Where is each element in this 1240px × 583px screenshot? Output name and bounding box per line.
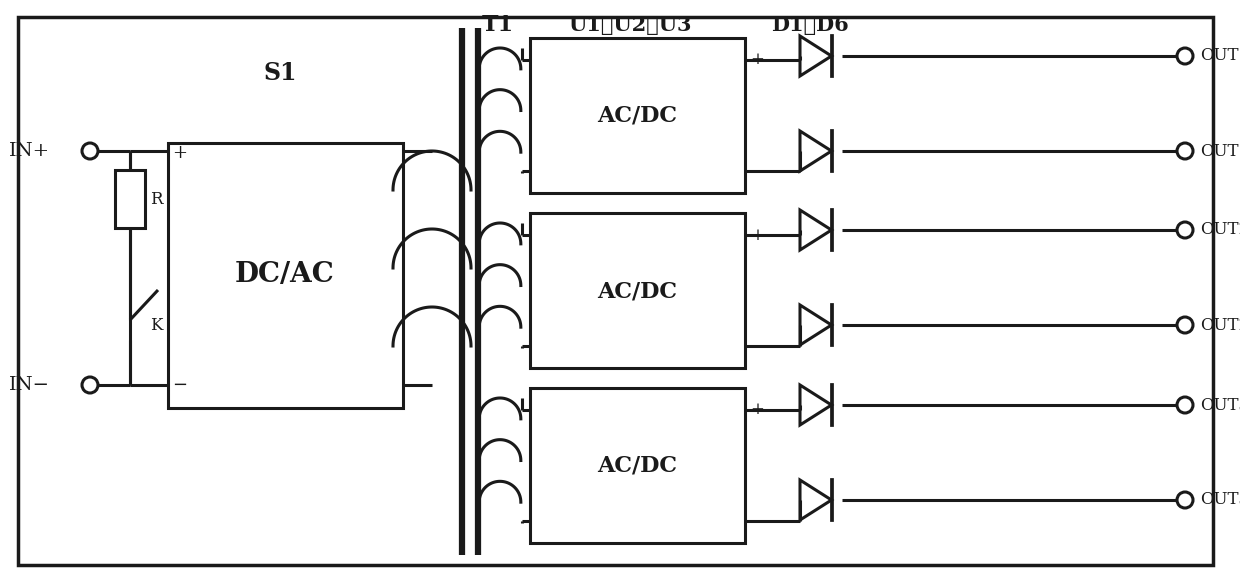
Text: −: − [750,338,764,354]
Text: OUT1−: OUT1− [1200,142,1240,160]
Bar [529,213,745,368]
Text: +: + [750,227,764,244]
Text: OUT1+: OUT1+ [1200,47,1240,65]
Text: U1、U2、U3: U1、U2、U3 [568,15,692,35]
Text: IN+: IN+ [9,142,50,160]
Text: D1～D6: D1～D6 [771,15,849,35]
Text: AC/DC: AC/DC [598,105,677,127]
Text: T1: T1 [482,14,515,36]
Text: AC/DC: AC/DC [598,455,677,477]
Text: R: R [150,191,162,208]
Text: OUT2+: OUT2+ [1200,222,1240,238]
Bar [529,388,745,543]
Bar [115,170,145,228]
Text: AC/DC: AC/DC [598,280,677,302]
Text: −: − [750,163,764,180]
Text: K: K [150,317,162,333]
Text: −: − [172,376,187,394]
Text: +: + [750,51,764,68]
Text: OUT2−: OUT2− [1200,317,1240,333]
Text: −: − [750,512,764,529]
Text: +: + [172,144,187,162]
Text: OUT3+: OUT3+ [1200,396,1240,413]
Text: OUT3−: OUT3− [1200,491,1240,508]
Bar [529,38,745,193]
Bar [167,143,403,408]
Text: DC/AC: DC/AC [236,262,335,289]
Text: S1: S1 [263,61,296,85]
Text: IN−: IN− [9,376,50,394]
Text: +: + [750,402,764,419]
